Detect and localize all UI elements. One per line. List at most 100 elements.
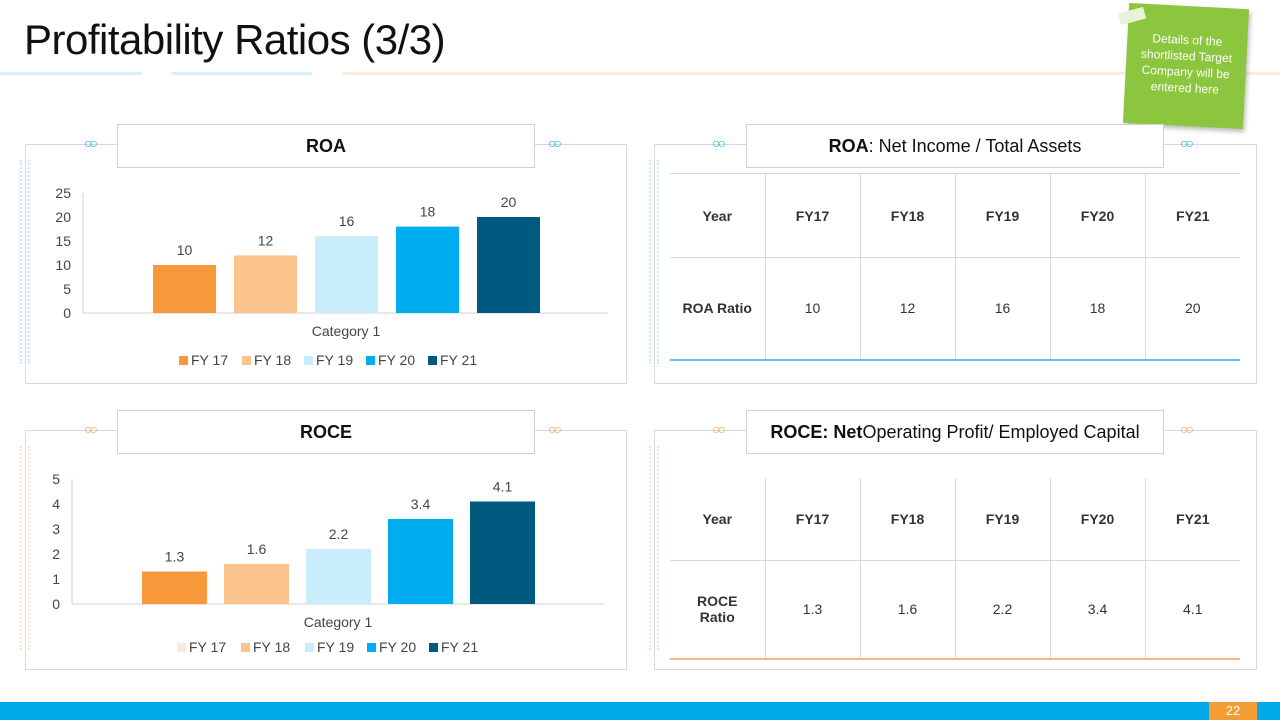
bar-fy-21	[470, 501, 535, 604]
x-category-label: Category 1	[304, 614, 373, 630]
table-row: ROA Ratio 10 12 16 18 20	[670, 257, 1240, 360]
legend-label: FY 20	[379, 639, 416, 655]
rings-icon: ○○	[548, 421, 562, 437]
table-header-cell: FY21	[1145, 478, 1240, 561]
y-tick-label: 0	[63, 305, 71, 321]
panel-side-strip	[20, 446, 30, 650]
table-header-row: Year FY17 FY18 FY19 FY20 FY21	[670, 478, 1240, 561]
y-tick-label: 15	[55, 233, 71, 249]
table-cell: 3.4	[1050, 560, 1146, 659]
legend-label: FY 18	[253, 639, 290, 655]
table-header-cell: FY20	[1050, 173, 1146, 258]
legend-label: FY 19	[317, 639, 354, 655]
x-category-label: Category 1	[312, 323, 381, 339]
sticky-note: Details of the shortlisted Target Compan…	[1122, 2, 1250, 130]
bar-fy-17	[153, 265, 216, 313]
panel-side-strip	[20, 160, 30, 364]
table-row-label: ROA Ratio	[670, 257, 766, 360]
table-header-cell: FY20	[1050, 478, 1146, 561]
title-underline-segment	[0, 72, 142, 75]
data-label: 18	[420, 204, 436, 220]
table-cell: 18	[1050, 257, 1146, 360]
legend-label: FY 21	[440, 352, 477, 368]
table-cell: 1.6	[860, 560, 956, 659]
data-label: 20	[501, 194, 517, 210]
legend-swatch	[367, 643, 376, 652]
bar-fy-19	[315, 236, 378, 313]
bar-fy-18	[224, 564, 289, 604]
y-tick-label: 10	[55, 257, 71, 273]
table-header-cell: Year	[670, 173, 766, 258]
table-header-row: Year FY17 FY18 FY19 FY20 FY21	[670, 173, 1240, 258]
legend-label: FY 18	[254, 352, 291, 368]
data-label: 3.4	[411, 496, 431, 512]
data-label: 12	[258, 232, 274, 248]
roa-formula-text: : Net Income / Total Assets	[868, 135, 1082, 156]
bar-fy-19	[306, 549, 371, 604]
roa-formula-label: ROA	[828, 135, 869, 156]
y-tick-label: 20	[55, 209, 71, 225]
bar-fy-21	[477, 217, 540, 313]
table-header-cell: FY19	[955, 173, 1051, 258]
table-cell: 16	[955, 257, 1051, 360]
legend-swatch	[177, 643, 186, 652]
roce-bar-chart: 0 1 2 3 4 5 1.3 1.6 2.2 3.4 4.1 Category 1 FY 17 FY 1…	[52, 471, 604, 655]
rings-icon: ○○	[84, 421, 98, 437]
bar-fy-20	[396, 226, 459, 313]
data-label: 1.3	[165, 549, 185, 565]
legend-swatch	[241, 643, 250, 652]
table-cell: 20	[1184, 300, 1201, 317]
table-cell: 10	[765, 257, 861, 360]
table-header-cell: FY18	[860, 478, 956, 561]
roa-table-header: ROA: Net Income / Total Assets	[746, 124, 1164, 168]
y-tick-label: 2	[52, 546, 60, 562]
roa-ratio-table: Year FY17 FY18 FY19 FY20 FY21 ROA Ratio …	[670, 173, 1240, 361]
y-tick-label: 0	[52, 596, 60, 612]
rings-icon: ○○	[712, 135, 726, 151]
legend-swatch	[179, 356, 188, 365]
roce-table-header: ROCE: Net Operating Profit/ Employed Cap…	[746, 410, 1164, 454]
title-underline-segment	[172, 72, 312, 75]
page-title: Profitability Ratios (3/3)	[24, 16, 446, 63]
table-cell: 2.2	[955, 560, 1051, 659]
y-tick-label: 4	[52, 496, 60, 512]
table-header-cell: FY17	[765, 173, 861, 258]
data-label: 2.2	[329, 526, 349, 542]
data-label: 16	[339, 213, 355, 229]
panel-side-strip	[649, 160, 659, 364]
table-header-cell: FY19	[955, 478, 1051, 561]
roa-chart-header: ROA	[117, 124, 535, 168]
legend-label: FY 17	[191, 352, 228, 368]
roa-bar-chart: 0 5 10 15 20 25 10 12 16 18 20 Category 1 FY 17 FY 18…	[55, 185, 608, 368]
rings-icon: ○○	[1180, 135, 1194, 151]
rings-icon: ○○	[1180, 421, 1194, 437]
data-label: 1.6	[247, 541, 267, 557]
legend-label: FY 19	[316, 352, 353, 368]
y-tick-label: 5	[52, 471, 60, 487]
table-row: ROCE Ratio 1.3 1.6 2.2 3.4 4.1	[670, 560, 1240, 659]
rings-icon: ○○	[84, 135, 98, 151]
table-header-cell: Year	[670, 478, 766, 561]
table-row-label: ROCE Ratio	[670, 560, 766, 659]
y-tick-label: 3	[52, 521, 60, 537]
bar-fy-17	[142, 571, 207, 604]
rings-icon: ○○	[712, 421, 726, 437]
table-cell: 1.3	[765, 560, 861, 659]
table-header-cell: FY21	[1145, 173, 1240, 258]
roce-ratio-table: Year FY17 FY18 FY19 FY20 FY21 ROCE Ratio…	[670, 478, 1240, 660]
y-tick-label: 5	[63, 281, 71, 297]
roce-formula-label: ROCE: Net	[770, 421, 863, 442]
legend-swatch	[304, 356, 313, 365]
legend-swatch	[305, 643, 314, 652]
data-label: 10	[177, 242, 193, 258]
panel-side-strip	[649, 446, 659, 650]
page-number: 22	[1209, 702, 1257, 720]
table-header-cell: FY18	[860, 173, 956, 258]
table-header-cell: FY17	[765, 478, 861, 561]
legend-label: FY 17	[189, 639, 226, 655]
legend-swatch	[366, 356, 375, 365]
title-underline-segment	[342, 72, 1280, 75]
bar-fy-20	[388, 519, 453, 604]
roce-formula-text: Operating Profit/ Employed Capital	[862, 421, 1140, 442]
rings-icon: ○○	[548, 135, 562, 151]
